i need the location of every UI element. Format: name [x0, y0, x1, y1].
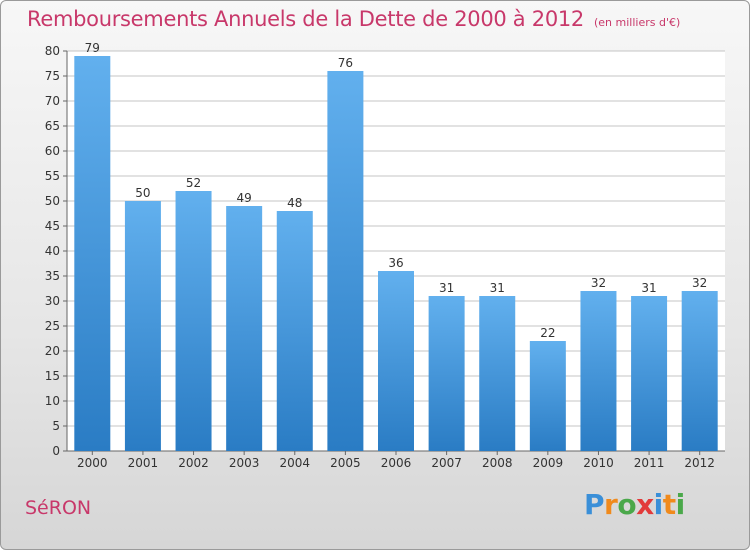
bar: [276, 211, 313, 451]
bar: [124, 201, 161, 451]
y-tick-label: 15: [45, 369, 60, 383]
data-label: 31: [439, 281, 454, 295]
data-label: 31: [641, 281, 656, 295]
bar: [479, 296, 516, 451]
y-tick-label: 35: [45, 269, 60, 283]
commune-name: SéRON: [25, 497, 92, 519]
bar: [631, 296, 668, 451]
data-label: 32: [591, 276, 606, 290]
y-tick-label: 75: [45, 69, 60, 83]
x-tick-label: 2011: [634, 456, 665, 470]
x-tick-label: 2008: [482, 456, 513, 470]
y-tick-label: 70: [45, 94, 60, 108]
unit-note: (en milliers d'€): [594, 16, 681, 29]
x-tick-label: 2006: [381, 456, 412, 470]
data-label: 32: [692, 276, 707, 290]
data-label: 50: [135, 186, 150, 200]
data-label: 76: [338, 56, 353, 70]
logo-letter: P: [584, 488, 605, 521]
bar: [529, 341, 566, 451]
logo-letter: x: [636, 488, 654, 521]
bar: [378, 271, 414, 451]
x-tick-label: 2001: [128, 456, 159, 470]
x-tick-label: 2004: [279, 456, 310, 470]
x-tick-label: 2007: [431, 456, 462, 470]
bar: [580, 291, 617, 451]
bar: [327, 71, 364, 451]
x-tick-label: 2000: [77, 456, 108, 470]
y-tick-label: 10: [45, 394, 60, 408]
logo-letter: t: [662, 488, 676, 521]
y-tick-label: 20: [45, 344, 60, 358]
data-label: 48: [287, 196, 302, 210]
y-tick-label: 65: [45, 119, 60, 133]
x-tick-label: 2003: [229, 456, 260, 470]
y-tick-label: 60: [45, 144, 60, 158]
y-tick-label: 30: [45, 294, 60, 308]
chart-title-text: Remboursements Annuels de la Dette de 20…: [27, 7, 584, 31]
y-tick-label: 50: [45, 194, 60, 208]
y-tick-label: 55: [45, 169, 60, 183]
data-label: 36: [388, 256, 403, 270]
y-tick-label: 40: [45, 244, 60, 258]
y-tick-label: 0: [52, 444, 60, 458]
x-tick-label: 2002: [178, 456, 209, 470]
data-label: 49: [237, 191, 252, 205]
logo-letter: r: [604, 488, 618, 521]
data-label: 79: [85, 41, 100, 55]
y-tick-label: 80: [45, 44, 60, 58]
x-tick-label: 2005: [330, 456, 361, 470]
logo-letter: i: [675, 488, 686, 521]
y-tick-label: 5: [52, 419, 60, 433]
bar: [175, 191, 212, 451]
logo-letter: o: [617, 488, 637, 521]
y-tick-label: 45: [45, 219, 60, 233]
y-tick-label: 25: [45, 319, 60, 333]
x-tick-label: 2010: [583, 456, 614, 470]
data-label: 52: [186, 176, 201, 190]
bar: [226, 206, 263, 451]
chart-title: Remboursements Annuels de la Dette de 20…: [27, 7, 680, 31]
bar: [428, 296, 465, 451]
bar: [681, 291, 718, 451]
logo-letter: i: [653, 488, 664, 521]
data-label: 22: [540, 326, 555, 340]
proxiti-logo: Proxiti: [584, 488, 685, 521]
bar: [74, 56, 111, 451]
x-tick-label: 2009: [533, 456, 564, 470]
x-tick-label: 2012: [684, 456, 715, 470]
data-label: 31: [490, 281, 505, 295]
